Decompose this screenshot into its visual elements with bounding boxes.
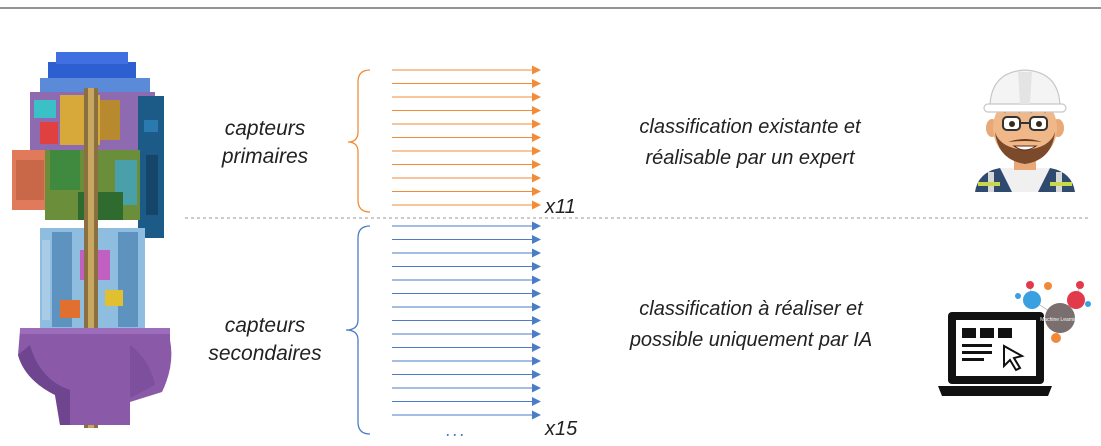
primary-arrowhead — [532, 119, 541, 129]
secondary-arrowhead — [532, 383, 541, 393]
secondary-arrowhead — [532, 410, 541, 420]
secondary-sensors-label: capteurs secondaires — [190, 312, 340, 368]
secondary-arrowhead — [532, 329, 541, 339]
primary-label-line1: capteurs — [224, 117, 306, 140]
secondary-multiplier: x15 — [545, 418, 578, 440]
secondary-arrowhead — [532, 289, 541, 298]
primary-arrows-group — [392, 65, 541, 210]
secondary-arrowhead — [532, 235, 541, 244]
expert-avatar-illustration — [975, 69, 1075, 192]
secondary-arrowhead — [532, 343, 541, 352]
primary-arrowhead — [532, 106, 541, 115]
primary-brace — [347, 69, 371, 213]
primary-label-line2: primaires — [221, 145, 309, 168]
secondary-arrowhead — [532, 370, 541, 379]
secondary-desc-line1: classification à réaliser et — [639, 298, 863, 320]
primary-arrowhead — [532, 200, 541, 210]
primary-desc-line1: classification existante et — [639, 116, 861, 138]
secondary-arrowhead — [532, 262, 541, 271]
primary-arrowhead — [532, 92, 541, 102]
secondary-ellipsis: ... — [446, 420, 468, 440]
secondary-desc-line2: possible uniquement par IA — [629, 329, 873, 351]
secondary-arrowhead — [532, 221, 541, 231]
secondary-brace — [345, 225, 371, 435]
secondary-arrowhead — [532, 356, 541, 366]
ai-laptop-illustration: Machine Learning — [938, 281, 1091, 396]
secondary-arrows-group — [392, 221, 541, 420]
machine-cutaway-illustration — [12, 52, 172, 428]
secondary-arrowhead — [532, 397, 541, 406]
primary-multiplier: x11 — [545, 196, 576, 218]
secondary-label-line2: secondaires — [208, 342, 322, 365]
primary-arrowhead — [532, 187, 541, 196]
primary-arrowhead — [532, 173, 541, 183]
primary-desc-line2: réalisable par un expert — [645, 147, 855, 169]
secondary-arrowhead — [532, 248, 541, 258]
secondary-arrowhead — [532, 316, 541, 325]
secondary-arrowhead — [532, 275, 541, 285]
primary-sensors-label: capteurs primaires — [190, 115, 340, 171]
primary-arrowhead — [532, 160, 541, 169]
primary-arrowhead — [532, 146, 541, 156]
primary-arrowhead — [532, 65, 541, 75]
secondary-label-line1: capteurs — [224, 314, 306, 337]
machine-learning-node-label: Machine Learning — [1040, 317, 1080, 323]
primary-description: classification existante et réalisable p… — [600, 112, 900, 174]
primary-arrowhead — [532, 79, 541, 88]
secondary-arrowhead — [532, 302, 541, 312]
primary-arrowhead — [532, 133, 541, 142]
secondary-description: classification à réaliser et possible un… — [596, 294, 906, 356]
